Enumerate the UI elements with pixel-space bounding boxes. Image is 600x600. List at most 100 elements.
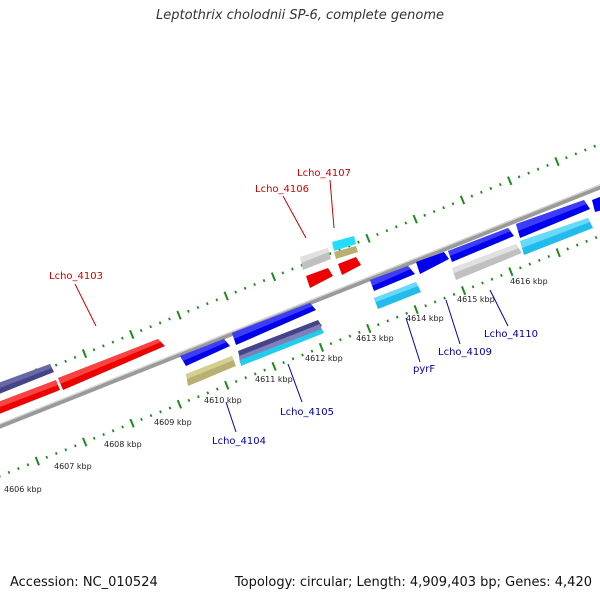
- outer-track-major-tick: [223, 291, 229, 301]
- outer-track-minor-tick: [234, 290, 238, 294]
- outer-track-minor-tick: [158, 321, 162, 325]
- gene-feature-blue-2[interactable]: [232, 303, 316, 345]
- outer-track-minor-tick: [583, 148, 587, 152]
- gene-feature-navy[interactable]: [0, 364, 54, 396]
- outer-track-minor-tick: [196, 305, 200, 310]
- outer-track-minor-tick: [357, 240, 360, 244]
- outer-track-minor-tick: [243, 286, 247, 290]
- tick-label-4613: 4613 kbp: [356, 334, 394, 343]
- inner-track-minor-tick: [64, 448, 68, 452]
- outer-track-minor-tick: [168, 317, 171, 321]
- tick-label-4611: 4611 kbp: [255, 375, 293, 384]
- outer-track-minor-tick: [291, 267, 294, 271]
- inner-track-minor-tick: [310, 349, 314, 353]
- gene-feature-lcho-4110[interactable]: [520, 218, 593, 255]
- gene-label-pyrf[interactable]: pyrF: [413, 364, 435, 375]
- inner-track-minor-tick: [282, 361, 285, 365]
- genome-stats-text: Topology: circular; Length: 4,909,403 bp…: [234, 575, 592, 590]
- label-leaders: [74, 179, 509, 433]
- tick-label-4607: 4607 kbp: [54, 462, 92, 471]
- outer-track-minor-tick: [73, 355, 77, 359]
- inner-track-minor-tick: [339, 338, 342, 342]
- inner-track-minor-tick: [433, 300, 437, 304]
- gene-feature-lcho-4105[interactable]: [238, 320, 324, 366]
- outer-track-major-tick: [412, 214, 418, 224]
- inner-track-minor-tick: [102, 432, 105, 437]
- gene-feature-lcho-4106[interactable]: [306, 268, 333, 288]
- outer-track-minor-tick: [111, 340, 115, 344]
- outer-track-minor-tick: [404, 221, 408, 225]
- outer-track-major-tick: [129, 329, 135, 339]
- gene-feature-red-1[interactable]: [0, 380, 60, 416]
- outer-track-minor-tick: [574, 152, 578, 156]
- inner-track-minor-tick: [263, 368, 266, 372]
- inner-track-minor-tick: [54, 451, 58, 456]
- inner-track-major-tick: [318, 342, 325, 352]
- gene-feature-khaki-1[interactable]: [334, 246, 358, 259]
- tick-label-4606: 4606 kbp: [4, 485, 42, 494]
- outer-track-minor-tick: [593, 144, 597, 148]
- gene-label-lcho-4110[interactable]: Lcho_4110: [484, 329, 538, 340]
- gene-label-lcho-4107[interactable]: Lcho_4107: [297, 168, 351, 179]
- inner-track-minor-tick: [452, 292, 456, 296]
- outer-track-minor-tick: [262, 279, 266, 283]
- gene-feature-pyrf[interactable]: [374, 282, 421, 309]
- gene-feature-lcho-4107[interactable]: [338, 257, 361, 275]
- outer-track-major-tick: [459, 195, 466, 205]
- inner-track-minor-tick: [291, 357, 295, 361]
- inner-track-minor-tick: [547, 254, 551, 259]
- inner-track-minor-tick: [197, 395, 200, 399]
- inner-track-minor-tick: [386, 319, 390, 323]
- inner-track-minor-tick: [7, 470, 11, 474]
- inner-tick-track: [0, 235, 598, 478]
- gene-feature-lcho-4103[interactable]: [58, 339, 165, 390]
- tick-label-4610: 4610 kbp: [204, 396, 242, 405]
- gene-feature-gray-1[interactable]: [300, 248, 331, 270]
- tick-label-4615: 4615 kbp: [457, 295, 495, 304]
- gene-label-lcho-4103[interactable]: Lcho_4103: [49, 271, 103, 282]
- outer-track-minor-tick: [394, 225, 398, 229]
- outer-track-minor-tick: [54, 363, 58, 367]
- outer-track-minor-tick: [442, 206, 445, 210]
- inner-track-major-tick: [460, 286, 467, 296]
- outer-track-minor-tick: [423, 213, 427, 217]
- gene-label-lcho-4105[interactable]: Lcho_4105: [280, 407, 334, 418]
- gene-feature-blue-4[interactable]: [416, 252, 449, 274]
- outer-track-minor-tick: [149, 325, 152, 329]
- inner-track-major-tick: [413, 305, 419, 315]
- gene-label-lcho-4106[interactable]: Lcho_4106: [255, 184, 309, 195]
- outer-track-minor-tick: [527, 171, 530, 175]
- inner-track-minor-tick: [215, 387, 219, 391]
- gene-feature-blue-3[interactable]: [370, 266, 415, 291]
- accession-text: Accession: NC_010524: [10, 575, 158, 590]
- tick-label-4614: 4614 kbp: [406, 314, 444, 323]
- forward-strand-genes: [0, 193, 600, 416]
- outer-track-minor-tick: [385, 229, 389, 233]
- inner-track-minor-tick: [253, 372, 257, 376]
- inner-track-minor-tick: [92, 436, 96, 440]
- gene-feature-lcho-4104[interactable]: [186, 356, 236, 386]
- inner-track-minor-tick: [594, 235, 598, 240]
- gene-label-lcho-4104[interactable]: Lcho_4104: [212, 436, 266, 447]
- gene-feature-cyan-1[interactable]: [332, 236, 356, 251]
- inner-track-minor-tick: [26, 463, 30, 467]
- gene-feature-lcho-4109[interactable]: [452, 244, 522, 280]
- map-title: Leptothrix cholodnii SP-6, complete geno…: [156, 8, 444, 23]
- gene-feature-blue-1[interactable]: [180, 339, 230, 366]
- inner-track-minor-tick: [73, 444, 77, 448]
- outer-track-minor-tick: [565, 156, 568, 160]
- outer-track-minor-tick: [328, 252, 332, 256]
- gene-feature-blue-5[interactable]: [448, 228, 514, 262]
- gene-feature-blue-6[interactable]: [516, 200, 590, 238]
- gene-feature-blue-7[interactable]: [592, 193, 600, 212]
- inner-track-minor-tick: [159, 410, 162, 414]
- inner-track-minor-tick: [490, 277, 494, 281]
- inner-track-major-tick: [82, 437, 88, 447]
- inner-track-major-tick: [508, 267, 514, 277]
- inner-track-minor-tick: [358, 330, 361, 334]
- inner-track-minor-tick: [244, 376, 248, 380]
- outer-track-minor-tick: [376, 232, 379, 237]
- gene-label-lcho-4109[interactable]: Lcho_4109: [438, 347, 492, 358]
- inner-track-major-tick: [129, 418, 135, 428]
